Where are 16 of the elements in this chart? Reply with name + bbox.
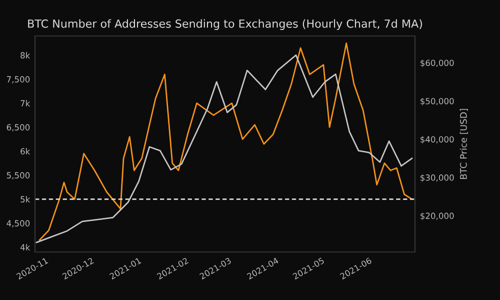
y-tick-label: 6,500 [6,124,30,132]
y-tick-label: 5k [20,196,30,202]
y-tick-label: 8k [20,52,30,58]
y-tick-label: 7k [20,100,30,106]
y2-tick-label: $20,000 [420,212,454,220]
y2-axis-title: BTC Price [USD] [460,108,468,179]
y2-tick-label: $30,000 [420,174,454,182]
y2-tick-label: $60,000 [420,60,454,68]
y-tick-label: 6k [20,148,30,154]
y-tick-label: 7,500 [6,76,30,84]
y2-tick-label: $50,000 [420,98,454,106]
y2-tick-label: $40,000 [420,136,454,144]
y-tick-label: 4k [20,244,30,250]
chart-title: BTC Number of Addresses Sending to Exchanges (Hourly Chart, 7d MA) [28,19,422,30]
y-tick-label: 4,500 [6,220,30,228]
y-tick-label: 5,500 [6,172,30,180]
